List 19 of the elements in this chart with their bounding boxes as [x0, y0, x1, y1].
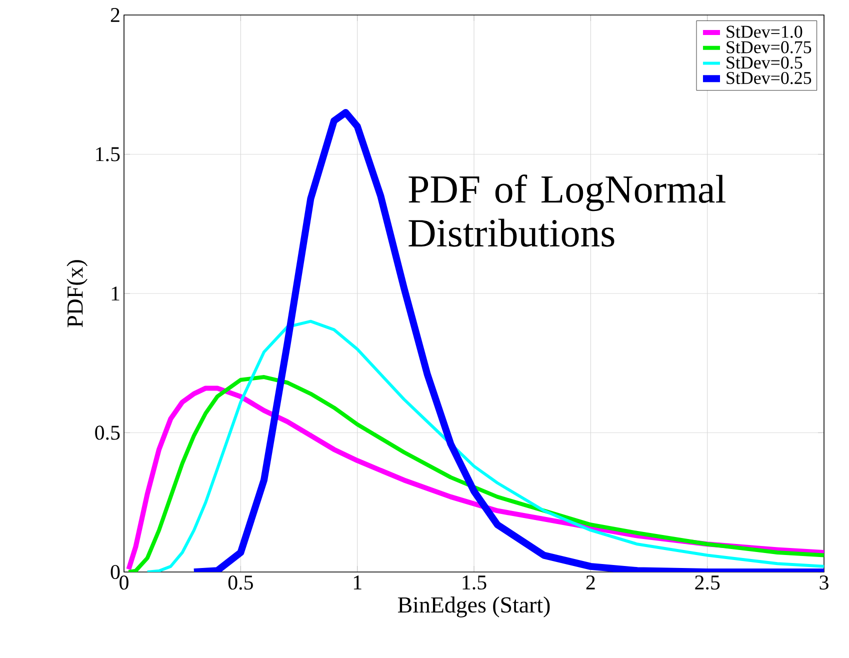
- x-tick-label: 1.5: [462, 576, 486, 590]
- legend-label: StDev=1.0: [726, 26, 802, 38]
- y-tick-label: 1.5: [96, 147, 120, 162]
- x-axis-title: BinEdges (Start): [398, 596, 550, 618]
- line-series: [146, 320, 824, 572]
- y-tick-label: 1: [112, 286, 120, 300]
- x-tick-label: 1: [354, 576, 362, 590]
- x-tick-label: 0.5: [228, 576, 253, 590]
- legend-label: StDev=0.25: [726, 72, 812, 84]
- y-tick-label: 0: [110, 564, 120, 580]
- x-tick-label: 2: [586, 576, 595, 590]
- x-tick-label: 3: [820, 576, 828, 590]
- annotation: PDF of LogNormal Distributions: [408, 174, 726, 247]
- legend-label: StDev=0.5: [726, 56, 802, 69]
- legend-label: StDev=0.75: [726, 41, 812, 54]
- x-tick-label: 2.5: [695, 576, 720, 590]
- y-axis-title: PDF(x): [66, 260, 88, 328]
- y-tick-label: 0.5: [95, 426, 120, 440]
- y-tick-label: 2: [110, 8, 120, 22]
